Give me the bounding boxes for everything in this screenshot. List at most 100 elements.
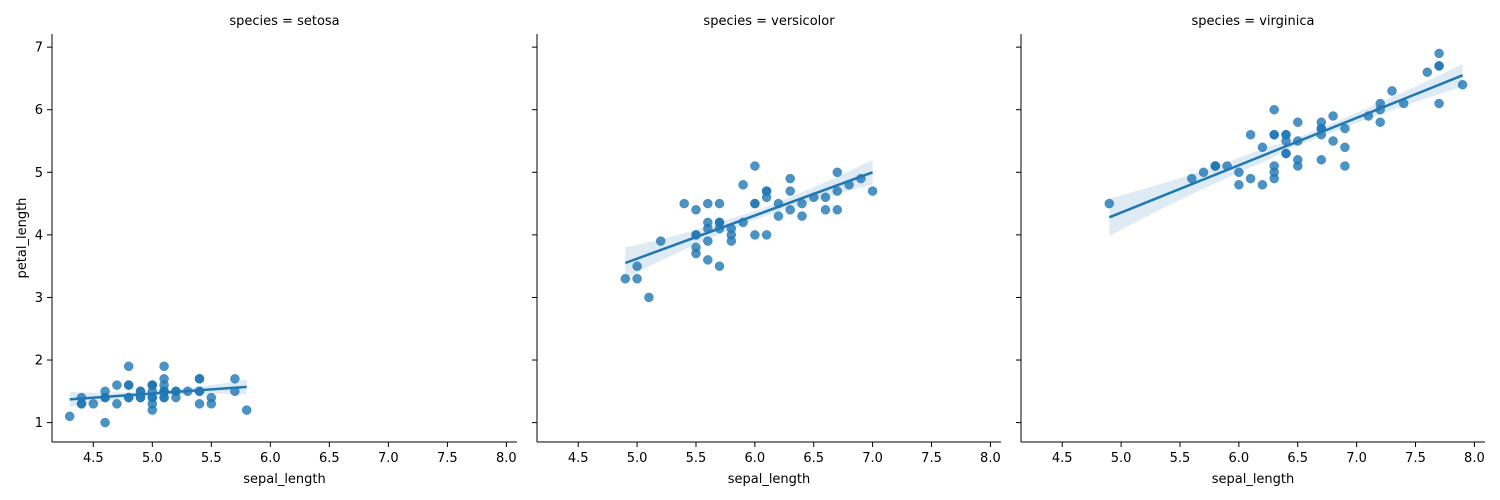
data-point [691, 248, 701, 259]
x-axis-label: sepal_length [1212, 472, 1295, 487]
x-tick-label: 6.0 [745, 451, 766, 466]
x-tick-label: 7.5 [921, 451, 942, 466]
x-tick-label: 4.5 [1052, 451, 1073, 466]
facet-title: species = versicolor [703, 14, 835, 29]
data-point [832, 205, 843, 215]
data-point [1434, 48, 1444, 59]
data-point [241, 405, 252, 415]
x-tick-label: 7.5 [1405, 451, 1426, 466]
x-tick-label: 5.5 [1170, 451, 1191, 466]
regression-line-2 [1108, 74, 1464, 219]
data-point [867, 186, 878, 196]
y-tick-label: 5 [35, 166, 43, 181]
data-point [632, 273, 642, 284]
data-point [1457, 79, 1468, 90]
data-point [644, 292, 654, 303]
x-axis-label: sepal_length [728, 472, 811, 487]
data-point [714, 198, 725, 209]
x-tick-label: 6.5 [1287, 451, 1308, 466]
x-tick-label: 8.0 [1464, 451, 1485, 466]
data-point [1293, 117, 1303, 127]
data-point [655, 236, 666, 246]
data-point [832, 167, 843, 178]
data-point [1293, 155, 1303, 165]
data-point [123, 380, 134, 390]
x-tick-label: 5.5 [201, 451, 222, 466]
data-point [159, 380, 169, 390]
data-point [1269, 104, 1279, 115]
data-point [1269, 129, 1279, 140]
x-tick-label: 6.0 [260, 451, 281, 466]
data-point [1257, 180, 1268, 190]
data-point [206, 399, 217, 409]
x-tick-label: 5.5 [686, 451, 707, 466]
x-tick-label: 4.5 [83, 451, 104, 466]
y-tick-label: 2 [35, 354, 43, 369]
data-point [832, 186, 843, 196]
data-point [123, 361, 134, 372]
data-point [679, 198, 689, 209]
data-point [703, 217, 713, 228]
regression-line-0 [69, 385, 247, 401]
data-point [1340, 142, 1350, 153]
data-point [703, 255, 713, 265]
data-point [1328, 136, 1338, 146]
data-point [714, 261, 725, 271]
data-point [761, 230, 772, 240]
data-point [691, 205, 701, 215]
data-point [703, 236, 713, 246]
data-point [1434, 61, 1444, 71]
y-tick-label: 1 [35, 416, 43, 431]
data-point [632, 261, 642, 271]
data-point [194, 374, 205, 384]
x-axis-label: sepal_length [243, 472, 326, 487]
data-point [1198, 167, 1209, 178]
data-point [1387, 86, 1397, 96]
x-tick-label: 6.0 [1229, 451, 1250, 466]
data-point [750, 198, 760, 209]
x-tick-label: 8.0 [496, 451, 517, 466]
data-point [620, 273, 631, 284]
data-point [1328, 111, 1338, 121]
confidence-band-1 [625, 159, 873, 279]
data-point [785, 205, 795, 215]
data-point [64, 411, 75, 422]
data-point [1340, 123, 1350, 134]
data-point [1104, 198, 1115, 209]
data-point [1234, 167, 1244, 178]
data-point [1257, 142, 1268, 153]
data-point [726, 230, 737, 240]
regression-line-1 [624, 171, 874, 265]
data-point [820, 205, 831, 215]
x-tick-label: 6.5 [319, 451, 340, 466]
x-tick-label: 7.0 [1346, 451, 1367, 466]
x-tick-label: 5.0 [627, 451, 648, 466]
data-point [1375, 117, 1385, 127]
y-tick-label: 7 [35, 41, 43, 56]
data-point [1245, 129, 1256, 140]
data-point [761, 192, 772, 203]
x-tick-label: 8.0 [980, 451, 1001, 466]
data-point [738, 180, 748, 190]
x-tick-label: 6.5 [803, 451, 824, 466]
data-point [1434, 98, 1444, 109]
x-tick-label: 7.0 [862, 451, 883, 466]
data-point [785, 173, 795, 184]
facet-title: species = setosa [229, 14, 339, 29]
data-point [750, 161, 760, 171]
data-point [147, 380, 158, 390]
data-point [1422, 67, 1433, 77]
data-point [1210, 161, 1221, 171]
data-point [820, 192, 831, 203]
data-point [76, 399, 87, 409]
data-point [750, 230, 760, 240]
data-point [773, 211, 784, 221]
x-tick-label: 7.0 [378, 451, 399, 466]
data-point [230, 374, 240, 384]
data-point [1281, 148, 1291, 159]
data-point [1340, 161, 1350, 171]
data-point [1316, 155, 1327, 165]
facet-title: species = virginica [1192, 14, 1315, 29]
